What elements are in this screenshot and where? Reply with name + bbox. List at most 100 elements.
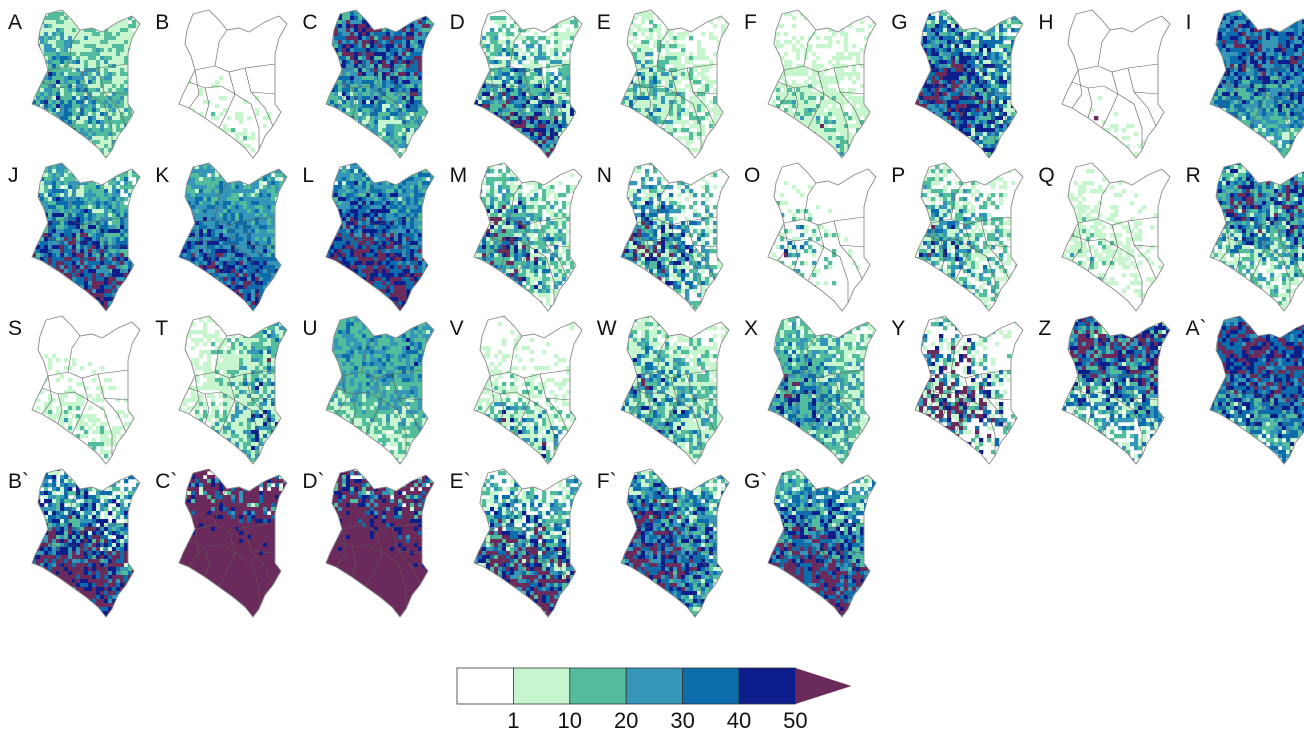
map-cell <box>354 10 359 13</box>
map-cell <box>712 112 718 117</box>
map-cell <box>497 124 502 129</box>
map-cell <box>704 88 710 93</box>
map-cell <box>422 124 427 129</box>
map-cell <box>660 144 666 149</box>
map-cell <box>529 60 534 65</box>
map-cell <box>56 140 61 145</box>
map-cell <box>816 104 821 109</box>
map-cell <box>640 40 646 45</box>
map-cell <box>513 24 518 29</box>
map-cell <box>72 64 77 69</box>
map-cell <box>577 128 582 133</box>
map-cell <box>410 144 415 149</box>
map-cell <box>108 140 113 145</box>
map-cell <box>820 152 825 157</box>
map-cell <box>624 148 630 153</box>
map-cell <box>100 140 105 145</box>
map-cell <box>796 72 801 77</box>
map-cell <box>644 16 650 21</box>
map-cell <box>668 36 674 41</box>
map-cell <box>48 16 53 21</box>
map-cell <box>493 136 498 141</box>
map-cell <box>624 96 630 101</box>
map-cell <box>247 144 252 149</box>
map-cell <box>473 128 474 133</box>
map-cell <box>501 68 506 73</box>
map-cell <box>525 72 530 77</box>
map-cell <box>72 40 77 45</box>
map-cell <box>112 24 117 29</box>
map-cell <box>76 88 81 93</box>
map-cell <box>521 144 526 149</box>
map-cell <box>923 10 928 13</box>
map-cell <box>832 76 837 81</box>
map-cell <box>116 128 121 133</box>
map-cell <box>80 112 85 117</box>
map-cell <box>788 64 793 69</box>
map-cell <box>660 148 666 153</box>
map-cell <box>104 124 109 129</box>
map-cell <box>346 36 351 41</box>
map-cell <box>88 112 93 117</box>
map-cell <box>370 148 375 153</box>
map-cell <box>664 56 670 61</box>
map-cell <box>537 52 542 57</box>
map-cell <box>56 148 61 153</box>
map-cell <box>36 56 41 61</box>
map-cell <box>96 144 101 149</box>
map-cell <box>872 68 876 73</box>
map-cell <box>394 100 399 105</box>
map-cell <box>729 120 733 124</box>
map-cell <box>326 136 331 141</box>
map-cell <box>72 96 77 101</box>
map-cell <box>378 64 383 69</box>
map-cell <box>943 24 948 29</box>
map-cell <box>963 48 968 53</box>
map-cell <box>414 60 419 65</box>
map-cell <box>104 148 109 153</box>
map-cell <box>565 116 570 121</box>
map-cell <box>640 52 646 57</box>
map-cell <box>927 40 932 45</box>
map-cell <box>76 16 81 21</box>
map-cell <box>410 104 415 109</box>
map-cell <box>947 28 952 33</box>
map-cell <box>521 152 526 157</box>
map-cell <box>788 140 793 145</box>
map-cell <box>40 100 45 105</box>
map-cell <box>1003 32 1008 37</box>
map-cell <box>509 120 514 125</box>
map-cell <box>326 40 327 45</box>
map-cell <box>824 128 829 133</box>
admin-border <box>336 69 347 109</box>
map-cell <box>350 36 355 41</box>
map-cell <box>804 128 809 133</box>
map-cell <box>776 112 781 117</box>
map-cell <box>931 36 936 41</box>
map-cell <box>207 132 212 137</box>
map-cell <box>812 92 817 97</box>
map-cell <box>712 144 718 149</box>
map-cell <box>620 108 626 113</box>
map-cell <box>76 96 81 101</box>
map-cell <box>784 60 789 65</box>
map-cell <box>330 144 335 149</box>
map-cell <box>868 88 873 93</box>
map-cell <box>334 72 339 77</box>
map-cell <box>386 80 391 85</box>
map-cell <box>92 148 97 153</box>
map-cell <box>430 92 435 97</box>
map-cell <box>784 120 789 125</box>
admin-border <box>807 71 825 129</box>
map-cell <box>545 96 550 101</box>
map-cell <box>620 132 626 137</box>
map-cell <box>1023 52 1027 56</box>
map-cell <box>370 48 375 53</box>
map-cell <box>132 88 137 93</box>
map-cell <box>529 100 534 105</box>
map-cell <box>406 68 411 73</box>
map-cell <box>620 116 626 121</box>
map-cell <box>840 136 845 141</box>
map-cell <box>72 72 77 77</box>
map-cell <box>788 96 793 101</box>
